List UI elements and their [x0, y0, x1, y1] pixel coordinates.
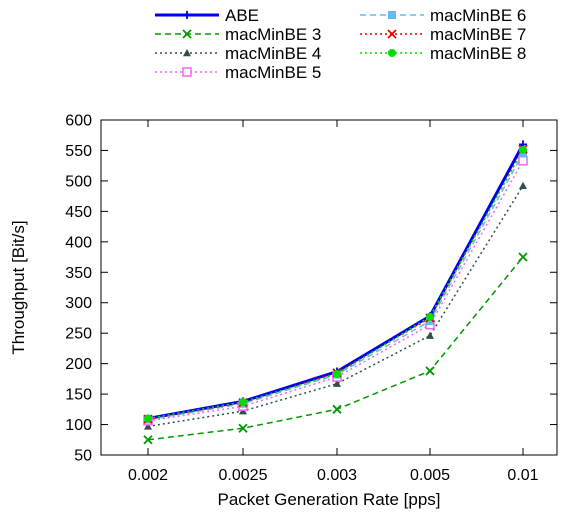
- series-1-point-3: [425, 366, 435, 376]
- series-1-point-4-shape: [518, 252, 528, 262]
- plot-frame: [100, 119, 558, 456]
- series-1-point-2: [332, 404, 342, 414]
- series-2-point-2-shape: [333, 379, 341, 387]
- series-6-point-1: [239, 398, 247, 407]
- series-6-point-0-shape: [144, 414, 152, 423]
- series-4-point-3: [426, 317, 434, 325]
- y-tick-label: 550: [65, 143, 92, 160]
- legend-swatch-marker-shape: [388, 49, 396, 57]
- legend-swatch-marker-shape: [183, 11, 191, 19]
- legend-entry-5: macMinBE 7: [360, 25, 526, 44]
- legend-label: ABE: [225, 6, 259, 25]
- legend-label: macMinBE 8: [430, 44, 526, 63]
- y-tick-label: 450: [65, 204, 92, 221]
- legend-swatch-marker: [182, 29, 192, 39]
- legend-label: macMinBE 6: [430, 6, 526, 25]
- y-axis-title: Throughput [Bit/s]: [9, 220, 28, 354]
- series-1-point-1-shape: [238, 423, 248, 433]
- series-6-point-2: [333, 369, 341, 378]
- series-1-point-2-shape: [332, 404, 342, 414]
- legend-entry-1: macMinBE 3: [155, 25, 321, 44]
- legend-entry-6: macMinBE 8: [360, 44, 526, 63]
- series-line-2: [147, 185, 524, 428]
- x-tick-label: 0.0025: [219, 467, 268, 484]
- x-tick-label: 0.002: [128, 467, 168, 484]
- plot-area: 50 100 150 200 250 300 350 400 450 500 550 600 0.00…: [65, 113, 558, 484]
- y-axis: 50 100 150 200 250 300 350 400 450 500 550 600: [65, 113, 557, 465]
- legend-label: macMinBE 5: [225, 63, 321, 82]
- legend-swatch-marker-shape: [387, 29, 397, 39]
- y-tick-label: 200: [65, 356, 92, 373]
- y-tick-label: 150: [65, 387, 92, 404]
- series-6-point-3: [426, 312, 434, 321]
- series-1-point-3-shape: [425, 366, 435, 376]
- series-1-point-4: [518, 252, 528, 262]
- series-lines: [147, 143, 525, 441]
- y-tick-label: 300: [65, 295, 92, 312]
- legend-entry-0: ABE: [155, 6, 259, 25]
- series-6-point-1-shape: [239, 398, 247, 407]
- legend-swatch-marker: [183, 11, 191, 19]
- legend-label: macMinBE 4: [225, 44, 321, 63]
- series-6-point-0: [144, 414, 152, 423]
- x-tick-label: 0.005: [410, 467, 450, 484]
- series-6-point-3-shape: [426, 312, 434, 321]
- series-2-point-0-shape: [144, 422, 152, 430]
- series-6-point-4: [519, 145, 527, 154]
- y-tick-label: 350: [65, 265, 92, 282]
- y-tick-label: 50: [74, 448, 92, 465]
- legend-swatch-marker-shape: [388, 11, 396, 19]
- series-2-point-4: [519, 181, 527, 189]
- x-tick-label: 0.003: [317, 467, 357, 484]
- series-2-point-0: [144, 422, 152, 430]
- legend-swatch-marker: [388, 49, 396, 57]
- series-2-point-2: [333, 379, 341, 387]
- legend-swatch-marker: [387, 29, 397, 39]
- legend-swatch-marker-shape: [182, 29, 192, 39]
- series-markers: [143, 140, 528, 445]
- legend-swatch-marker-shape: [182, 67, 192, 77]
- y-tick-label: 600: [65, 113, 92, 130]
- series-2-point-3-shape: [426, 331, 434, 339]
- series-3-point-4: [518, 156, 528, 166]
- series-2-point-3: [426, 331, 434, 339]
- series-4-point-3-shape: [426, 317, 434, 325]
- x-axis: 0.002 0.0025 0.003 0.005 0.01: [128, 120, 539, 484]
- legend-entry-2: macMinBE 4: [155, 44, 321, 63]
- series-6-point-2-shape: [333, 369, 341, 378]
- y-tick-label: 400: [65, 234, 92, 251]
- series-1-point-1: [238, 423, 248, 433]
- legend-swatch-marker-shape: [183, 49, 191, 57]
- x-tick-label: 0.01: [507, 467, 538, 484]
- x-axis-title: Packet Generation Rate [pps]: [217, 490, 440, 509]
- legend-label: macMinBE 7: [430, 25, 526, 44]
- series-1-point-0-shape: [143, 435, 153, 445]
- y-tick-label: 250: [65, 326, 92, 343]
- legend-entry-3: macMinBE 5: [155, 63, 321, 82]
- series-1-point-0: [143, 435, 153, 445]
- legend-label: macMinBE 3: [225, 25, 321, 44]
- series-6-point-4-shape: [519, 145, 527, 154]
- y-tick-label: 100: [65, 417, 92, 434]
- series-3-point-4-shape: [518, 156, 528, 166]
- series-line-3: [147, 160, 524, 422]
- legend-swatch-marker: [182, 67, 192, 77]
- series-2-point-4-shape: [519, 181, 527, 189]
- legend-swatch-marker: [183, 49, 191, 57]
- legend-entry-4: macMinBE 6: [360, 6, 526, 25]
- y-tick-label: 500: [65, 173, 92, 190]
- legend-swatch-marker: [388, 11, 396, 19]
